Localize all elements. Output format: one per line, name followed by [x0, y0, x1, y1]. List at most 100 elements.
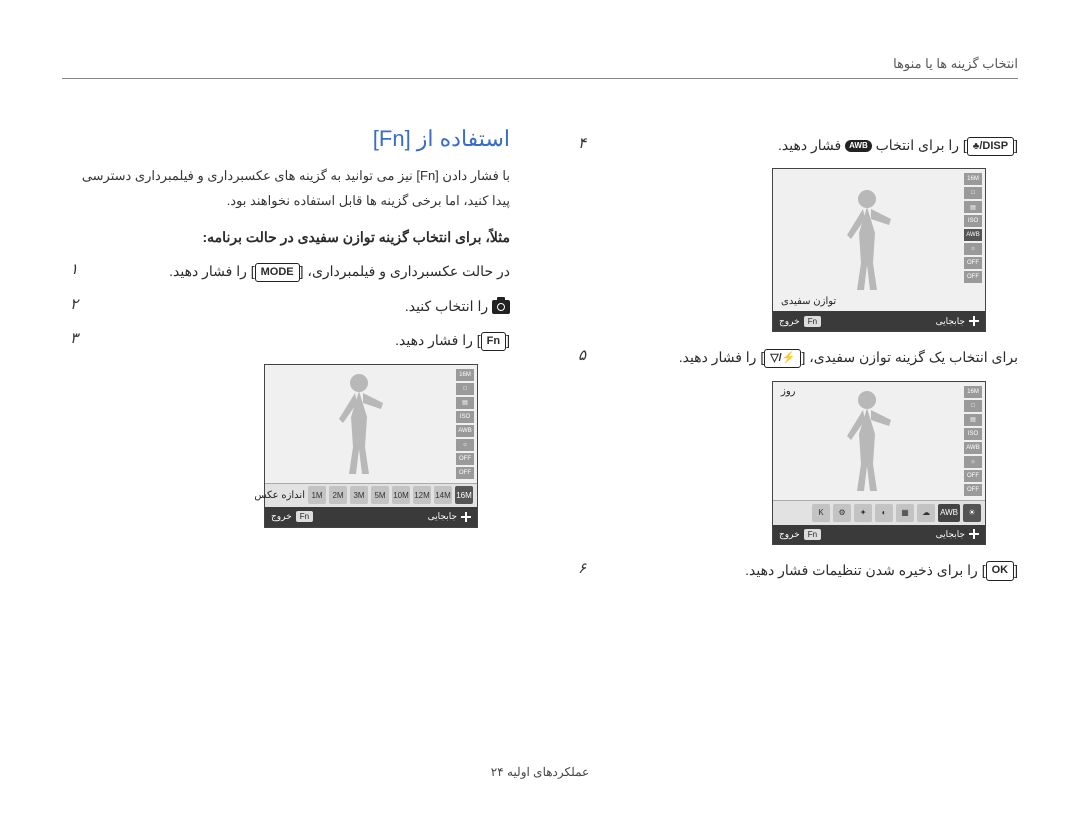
preview-area: توازن سفیدی — [773, 169, 961, 311]
mini-icon: ☼ — [964, 456, 982, 468]
step-number: ۲ — [62, 295, 78, 313]
step-number: ۶ — [570, 559, 586, 577]
left-icon-strip: 16M □ ▤ ISO AWB ☼ OFF OFF — [961, 382, 985, 500]
step-6: ۶ [OK] را برای ذخیره شدن تنظیمات فشار ده… — [570, 559, 1018, 581]
status-bar: جابجایی Fn خروج — [773, 525, 985, 544]
status-bar: جابجایی Fn خروج — [265, 507, 477, 526]
step-number: ۳ — [62, 329, 78, 347]
camera-screen-1: 16M □ ▤ ISO AWB ☼ OFF OFF — [264, 364, 478, 528]
status-move: جابجایی — [936, 316, 965, 327]
option-item: ◐ — [875, 504, 893, 522]
status-move: جابجایی — [936, 529, 965, 540]
step-text: در حالت عکسبرداری و فیلمبرداری، [MODE] ر… — [92, 260, 510, 282]
step-text: را انتخاب کنید. — [92, 295, 510, 317]
option-bar: 16M 14M 12M 10M 5M 3M 2M 1M اندازه عکس — [265, 483, 477, 508]
text: را فشار دهید. — [679, 349, 761, 365]
step-3: ۳ [Fn] را فشار دهید. — [62, 329, 510, 351]
left-column: ۴ [♣/DISP] را برای انتخاب AWB فشار دهید.… — [570, 100, 1018, 593]
status-exit: خروج — [779, 529, 800, 540]
mini-icon: 16M — [964, 386, 982, 398]
mini-icon: ☼ — [456, 439, 474, 451]
option-item: K — [812, 504, 830, 522]
option-item: 1M — [308, 486, 326, 504]
person-silhouette-icon — [827, 185, 907, 295]
page-footer: عملکردهای اولیه ۲۴ — [0, 765, 1080, 779]
step-2: ۲ را انتخاب کنید. — [62, 295, 510, 317]
option-item: 3M — [350, 486, 368, 504]
mode-button: MODE — [255, 263, 300, 283]
text: را برای ذخیره شدن تنظیمات فشار دهید. — [745, 562, 982, 578]
fn-chip: Fn — [296, 511, 313, 522]
mini-icon: ▤ — [456, 397, 474, 409]
mini-icon: AWB — [456, 425, 474, 437]
step-4: ۴ [♣/DISP] را برای انتخاب AWB فشار دهید. — [570, 134, 1018, 156]
status-exit: خروج — [271, 511, 292, 522]
flash-timer-button: ▽/⚡ — [764, 349, 801, 369]
left-icon-strip: 16M □ ▤ ISO AWB ☼ OFF OFF — [453, 365, 477, 483]
option-item: ▦ — [896, 504, 914, 522]
text: فشار دهید. — [778, 137, 845, 153]
step-5: ۵ برای انتخاب یک گزینه توازن سفیدی، [▽/⚡… — [570, 346, 1018, 368]
mini-icon: □ — [964, 400, 982, 412]
fn-chip: Fn — [804, 529, 821, 540]
step-text: [♣/DISP] را برای انتخاب AWB فشار دهید. — [600, 134, 1018, 156]
person-silhouette-icon — [827, 386, 907, 496]
step-text: برای انتخاب یک گزینه توازن سفیدی، [▽/⚡] … — [600, 346, 1018, 368]
step-text: [OK] را برای ذخیره شدن تنظیمات فشار دهید… — [600, 559, 1018, 581]
dpad-icon — [461, 512, 471, 522]
mini-icon: OFF — [456, 467, 474, 479]
mini-icon: □ — [456, 383, 474, 395]
mini-icon: ISO — [456, 411, 474, 423]
option-bar: ☀ AWB ☁ ▦ ◐ ✦ ⚙ K — [773, 500, 985, 525]
fn-chip: Fn — [804, 316, 821, 327]
option-item: ☁ — [917, 504, 935, 522]
option-item: ✦ — [854, 504, 872, 522]
text: را فشار دهید. — [169, 263, 251, 279]
step-number: ۴ — [570, 134, 586, 152]
left-icon-strip: 16M □ ▤ ISO AWB ☼ OFF OFF — [961, 169, 985, 311]
step-text: [Fn] را فشار دهید. — [92, 329, 510, 351]
preview-area — [265, 365, 453, 483]
mini-icon: 16M — [456, 369, 474, 381]
text: را انتخاب کنید. — [405, 298, 492, 314]
status-exit: خروج — [779, 316, 800, 327]
disp-button: ♣/DISP — [967, 137, 1014, 157]
status-move: جابجایی — [428, 511, 457, 522]
mini-icon: OFF — [964, 470, 982, 482]
ok-button: OK — [986, 561, 1015, 581]
step-1: ۱ در حالت عکسبرداری و فیلمبرداری، [MODE]… — [62, 260, 510, 282]
mini-icon: ☼ — [964, 243, 982, 255]
option-label: توازن سفیدی — [781, 296, 836, 307]
option-item: 2M — [329, 486, 347, 504]
mini-icon: OFF — [456, 453, 474, 465]
option-item: AWB — [938, 504, 960, 522]
person-silhouette-icon — [319, 369, 399, 479]
mini-icon: ISO — [964, 428, 982, 440]
option-item: ☀ — [963, 504, 981, 522]
text: را فشار دهید. — [395, 332, 477, 348]
divider — [62, 78, 1018, 79]
option-label: اندازه عکس — [254, 490, 305, 501]
preview-area: روز — [773, 382, 961, 500]
intro-text: با فشار دادن [Fn] نیز می توانید به گزینه… — [62, 164, 510, 213]
option-item: 12M — [413, 486, 431, 504]
option-item: 5M — [371, 486, 389, 504]
breadcrumb: انتخاب گزینه ها یا منوها — [893, 56, 1018, 72]
mini-icon: □ — [964, 187, 982, 199]
option-item: 10M — [392, 486, 410, 504]
option-item: 16M — [455, 486, 473, 504]
mini-icon: OFF — [964, 271, 982, 283]
dpad-icon — [969, 316, 979, 326]
option-item: ⚙ — [833, 504, 851, 522]
awb-icon: AWB — [845, 140, 872, 152]
status-bar: جابجایی Fn خروج — [773, 311, 985, 331]
mini-icon: ▤ — [964, 414, 982, 426]
option-item: 14M — [434, 486, 452, 504]
mini-icon: OFF — [964, 484, 982, 496]
right-column: استفاده از [Fn] با فشار دادن [Fn] نیز می… — [62, 100, 510, 593]
camera-screen-3: 16M □ ▤ ISO AWB ☼ OFF OFF — [772, 381, 986, 545]
step-number: ۱ — [62, 260, 78, 278]
mini-icon: ISO — [964, 215, 982, 227]
mini-icon: ▤ — [964, 201, 982, 213]
option-label: روز — [781, 386, 796, 397]
